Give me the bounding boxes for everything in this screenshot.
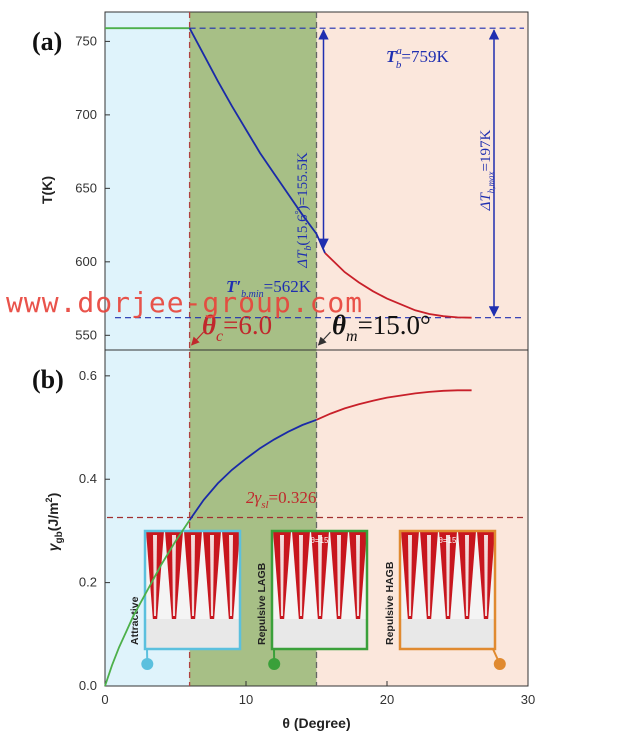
dT-sub: b: [303, 246, 314, 251]
theta-m-annotation: θm=15.0°: [332, 310, 431, 345]
inset-marker-dot: [493, 658, 506, 670]
panel-b-label: (b): [32, 365, 64, 394]
dTmax-prefix: ΔT: [478, 192, 494, 212]
theta-c-annotation: θc=6.0: [202, 310, 272, 345]
panel-b-y-ticks: 0.0 0.2 0.4 0.6: [79, 368, 110, 693]
inset-label: Repulsive LAGB: [256, 562, 268, 645]
inset-frame: [143, 529, 242, 651]
theta-c-symbol: θ: [202, 310, 216, 340]
theta-m-symbol: θ: [332, 310, 346, 340]
theta-c-sub: c: [216, 328, 223, 345]
inset-1: θ=15 Repulsive LAGB: [256, 529, 369, 670]
panel-b-xtick-label: 20: [380, 692, 394, 707]
temperature-curve-segment-1: [188, 27, 326, 254]
tb-min-annotation: T′b,min=562K: [226, 277, 312, 300]
ylabel-sub: gb: [54, 531, 65, 543]
panel-a-tick-label: 550: [75, 327, 97, 342]
dT-prefix: ΔT: [295, 249, 311, 269]
ylabel-unit: (J/m: [45, 502, 61, 531]
inset-0: Attractive: [129, 529, 242, 670]
inset-lower-field: [400, 619, 495, 649]
panel-b-tick-label: 0.6: [79, 368, 97, 383]
inset-white-line: [299, 535, 303, 616]
tb-max-sub: b: [396, 59, 402, 71]
sl-value: =0.326: [269, 488, 317, 507]
energy-curve-segment-0: [104, 519, 191, 687]
delta-tb-annotation: ΔTb(15.6°)=155.5K: [294, 152, 314, 269]
inset-white-line: [337, 535, 341, 616]
ylabel-close: ): [45, 493, 61, 498]
panel-a-ylabel: T(K): [39, 176, 55, 204]
inset-marker-dot: [268, 658, 281, 670]
inset-white-line: [465, 535, 469, 616]
delta-tbmax-annotation: ΔTb,max=197K: [478, 129, 496, 211]
theta-m-sub: m: [346, 328, 358, 345]
tb-max-T: T: [386, 47, 397, 66]
panel-a-tick-label: 600: [75, 254, 97, 269]
theta-c-value: =6.0: [223, 310, 272, 340]
inset-white-line: [280, 535, 284, 616]
panel-b-xtick-label: 0: [101, 692, 108, 707]
panel-b-xlabel: θ (Degree): [282, 715, 350, 731]
panel-a-tick-label: 650: [75, 180, 97, 195]
temperature-curve-segment-2: [324, 252, 472, 319]
inset-lower-field: [145, 619, 240, 649]
dT-deg: °: [294, 210, 305, 214]
panel-b-tick-label: 0.4: [79, 471, 97, 486]
inset-top-text: θ=15: [438, 536, 457, 545]
gamma-sl-annotation: 2γsl=0.326: [246, 488, 316, 511]
panel-a-tick-label: 750: [75, 33, 97, 48]
insets: Attractive θ=15 Repulsive LAGB θ=15 Repulsiv…: [129, 529, 506, 670]
dT-value: )=155.5K: [295, 152, 311, 210]
inset-lower-field: [272, 619, 367, 649]
dTmax-sub: b,max: [486, 171, 496, 193]
panel-b-tick-label: 0.0: [79, 678, 97, 693]
inset-white-line: [408, 535, 412, 616]
theta-m-value: =15.0°: [358, 310, 431, 340]
tb-max-value: =759K: [401, 47, 449, 66]
energy-curve-segment-2: [316, 389, 472, 421]
theta-m-pointer: [317, 331, 331, 346]
inset-white-line: [210, 535, 214, 616]
inset-frame: [398, 529, 497, 651]
inset-white-line: [446, 535, 450, 616]
panel-b-x-ticks: 0 10 20 30: [101, 681, 535, 707]
ylabel-gamma: γ: [45, 542, 61, 551]
panel-b-curves: [104, 389, 472, 687]
inset-white-line: [318, 535, 322, 616]
tb-min-value: =562K: [264, 277, 312, 296]
panel-b-xtick-label: 10: [239, 692, 253, 707]
inset-frame: [270, 529, 369, 651]
panel-a-curves: [105, 27, 472, 319]
tb-max-annotation: Ta b=759K: [386, 45, 449, 71]
inset-white-line: [356, 535, 360, 616]
panel-a-y-ticks: 550 600 650 700 750: [75, 33, 110, 342]
inset-white-line: [229, 535, 233, 616]
sl-sub: sl: [261, 499, 268, 511]
inset-marker-dot: [141, 658, 154, 670]
inset-white-line: [484, 535, 488, 616]
tb-min-T: T′: [226, 277, 241, 296]
inset-white-line: [172, 535, 176, 616]
inset-white-line: [191, 535, 195, 616]
panel-b-tick-label: 0.2: [79, 575, 97, 590]
panel-a-tick-label: 700: [75, 107, 97, 122]
tb-min-sub: b,min: [241, 289, 264, 300]
inset-white-line: [427, 535, 431, 616]
panel-a-label: (a): [32, 27, 62, 56]
watermark-text: www.dorjee-group.com: [6, 286, 363, 319]
ylabel-sup: 2: [44, 497, 54, 502]
inset-top-text: θ=15: [310, 536, 329, 545]
tb-max-sup: a: [396, 45, 402, 57]
dT-mid: (15.6: [295, 214, 311, 246]
dTmax-value: =197K: [478, 129, 494, 171]
theta-c-pointer: [191, 331, 205, 346]
inset-label: Repulsive HAGB: [384, 561, 396, 645]
panel-b-ylabel: γgb(J/m2): [44, 493, 65, 552]
sl-prefix: 2γ: [246, 488, 263, 507]
energy-curve-segment-1: [188, 418, 317, 521]
panel-b-xtick-label: 30: [521, 692, 535, 707]
inset-2: θ=15 Repulsive HAGB: [384, 529, 506, 670]
